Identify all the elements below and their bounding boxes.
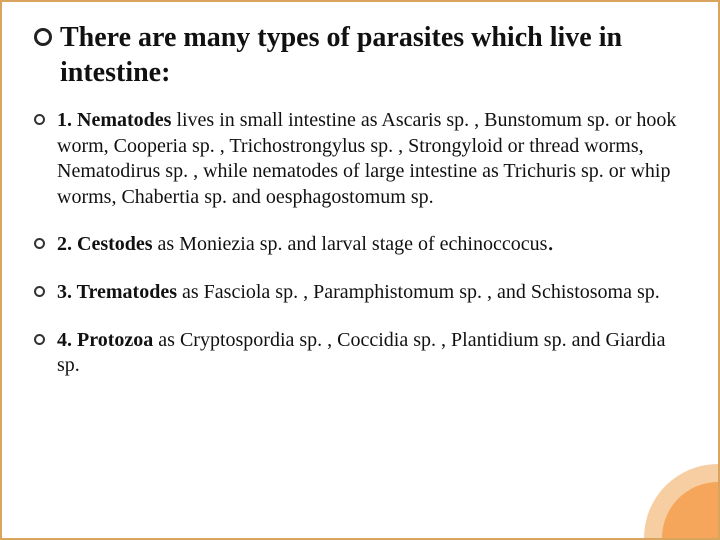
ring-bullet-icon: [34, 238, 45, 249]
item-lead: 1. Nematodes: [57, 109, 171, 131]
slide-frame: There are many types of parasites which …: [0, 0, 720, 540]
corner-inner-circle-icon: [662, 482, 718, 538]
ring-bullet-icon: [34, 28, 52, 46]
item-rest: as Fasciola sp. , Paramphistomum sp. , a…: [177, 281, 660, 303]
list-item-body: 1. Nematodes lives in small intestine as…: [57, 108, 690, 210]
list-item-body: 2. Cestodes as Moniezia sp. and larval s…: [57, 232, 554, 258]
list-item: 4. Protozoa as Cryptospordia sp. , Cocci…: [34, 328, 690, 379]
list-item: 3. Trematodes as Fasciola sp. , Paramphi…: [34, 280, 690, 306]
item-lead: 3. Trematodes: [57, 281, 177, 303]
corner-decoration: [608, 428, 718, 538]
ring-bullet-icon: [34, 286, 45, 297]
item-lead: 2. Cestodes: [57, 233, 153, 255]
heading-text: There are many types of parasites which …: [60, 20, 690, 90]
item-lead: 4. Protozoa: [57, 329, 153, 351]
item-rest: as Moniezia sp. and larval stage of echi…: [153, 233, 548, 255]
ring-bullet-icon: [34, 114, 45, 125]
list-item: 1. Nematodes lives in small intestine as…: [34, 108, 690, 210]
list-item: 2. Cestodes as Moniezia sp. and larval s…: [34, 232, 690, 258]
list-item-body: 3. Trematodes as Fasciola sp. , Paramphi…: [57, 280, 660, 306]
ring-bullet-icon: [34, 334, 45, 345]
list-item-body: 4. Protozoa as Cryptospordia sp. , Cocci…: [57, 328, 690, 379]
heading-row: There are many types of parasites which …: [34, 20, 690, 90]
corner-outer-circle-icon: [644, 464, 718, 538]
trailing-dot: .: [547, 227, 554, 256]
